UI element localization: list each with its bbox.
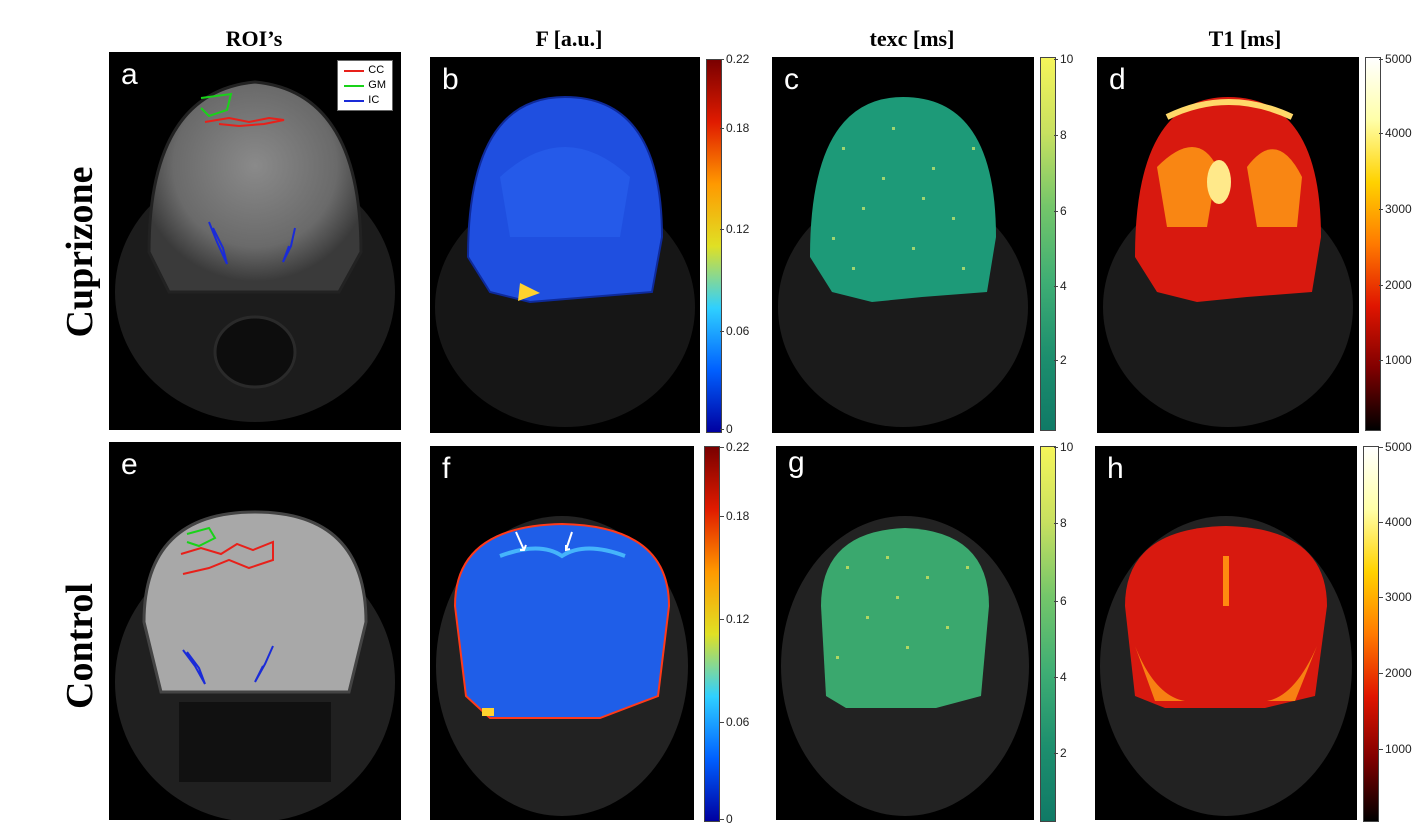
- colorbar-ticks-texc-bottom: 10 8 6 4 2: [1053, 440, 1100, 820]
- tick-label: 6: [1054, 204, 1067, 218]
- panel-label-a: a: [121, 58, 138, 91]
- tick-label: 0.22: [719, 440, 750, 454]
- t1-map-image: [1103, 97, 1353, 427]
- roi-gm-contour: [186, 526, 217, 548]
- legend-label-cc: CC: [368, 64, 385, 76]
- panel-label-d: d: [1109, 63, 1126, 96]
- colorbar-f-bottom: [704, 446, 720, 822]
- legend-item-ic: IC: [344, 93, 386, 108]
- tick-label: 0.18: [719, 121, 750, 135]
- panel-label-h: h: [1107, 452, 1124, 485]
- panel-label-e: e: [121, 448, 138, 481]
- tick-label: 0.18: [719, 509, 750, 523]
- legend-item-gm: GM: [344, 78, 386, 93]
- tick-label: 0.12: [719, 612, 750, 626]
- legend-swatch-gm: [344, 84, 365, 87]
- colorbar-ticks-f-top: 0.22 0.18 0.12 0.06 0: [719, 52, 776, 436]
- f-map-image: [436, 516, 688, 816]
- roi-legend: CC GM IC: [337, 60, 393, 111]
- panel-f-f-map-control: f: [430, 446, 694, 820]
- t1-map-image: [1100, 516, 1352, 816]
- panel-label-c: c: [784, 63, 799, 96]
- tick-label: 5000: [1379, 52, 1412, 66]
- tick-label: 3000: [1379, 590, 1412, 604]
- texc-map-image: [781, 516, 1029, 816]
- arrow-icon: [565, 531, 573, 552]
- tick-label: 0: [720, 812, 733, 826]
- tick-label: 2: [1054, 353, 1067, 367]
- panel-label-b: b: [442, 63, 459, 96]
- panel-c-texc-map-cuprizone: c: [772, 57, 1034, 433]
- tick-label: 1000: [1379, 353, 1412, 367]
- tick-label: 10: [1053, 52, 1074, 66]
- arrow-icon: [515, 531, 527, 551]
- tick-label: 4000: [1379, 515, 1412, 529]
- tick-label: 4: [1054, 670, 1067, 684]
- column-title-texc: texc [ms]: [869, 26, 955, 51]
- texc-map-image: [778, 97, 1028, 427]
- panel-b-f-map-cuprizone: b: [430, 57, 700, 433]
- tick-label: 0.06: [719, 715, 750, 729]
- roi-ic-right-contour: [254, 645, 274, 683]
- colorbar-t1-top: [1365, 57, 1381, 431]
- tick-label: 6: [1054, 594, 1067, 608]
- tick-label: 2000: [1379, 278, 1412, 292]
- roi-cc-contour: [204, 116, 285, 128]
- panel-label-f: f: [442, 452, 451, 485]
- colorbar-ticks-t1-bottom: 5000 4000 3000 2000 1000: [1379, 440, 1418, 820]
- tick-label: 8: [1054, 128, 1067, 142]
- tick-label: 4000: [1379, 126, 1412, 140]
- tick-label: 0.06: [719, 324, 750, 338]
- colorbar-texc-top: [1040, 57, 1056, 431]
- roi-ic-left-contour: [208, 221, 228, 265]
- roi-gm-contour: [200, 92, 233, 118]
- tick-label: 2: [1054, 746, 1067, 760]
- mri-grayscale-image: [115, 80, 395, 422]
- tick-label: 0: [720, 422, 733, 436]
- roi-ic-right-contour: [282, 227, 296, 263]
- tick-label: 4: [1054, 279, 1067, 293]
- colorbar-texc-bottom: [1040, 446, 1056, 822]
- colorbar-t1-bottom: [1363, 446, 1379, 822]
- tick-label: 5000: [1379, 440, 1412, 454]
- panel-h-t1-map-control: h: [1095, 446, 1357, 820]
- tick-label: 8: [1054, 516, 1067, 530]
- legend-swatch-cc: [344, 69, 365, 72]
- column-title-t1: T1 [ms]: [1208, 26, 1282, 51]
- column-title-roi: ROI’s: [225, 26, 283, 51]
- tick-label: 10: [1053, 440, 1074, 454]
- panel-e-roi-control: e: [109, 442, 401, 820]
- tick-label: 0.22: [719, 52, 750, 66]
- colorbar-ticks-texc-top: 10 8 6 4 2: [1053, 52, 1100, 432]
- tick-label: 0.12: [719, 222, 750, 236]
- panel-g-texc-map-control: g: [776, 446, 1034, 820]
- roi-cc-contour: [180, 540, 274, 575]
- legend-label-ic: IC: [368, 94, 380, 106]
- tick-label: 2000: [1379, 666, 1412, 680]
- roi-ic-left-contour: [182, 649, 206, 685]
- panel-label-g: g: [788, 446, 805, 479]
- row-title-control: Control: [59, 583, 101, 709]
- mri-grayscale-image: [115, 510, 395, 820]
- tick-label: 1000: [1379, 742, 1412, 756]
- panel-d-t1-map-cuprizone: d: [1097, 57, 1359, 433]
- colorbar-ticks-t1-top: 5000 4000 3000 2000 1000: [1379, 52, 1418, 432]
- legend-swatch-ic: [344, 99, 365, 102]
- panel-a-roi-cuprizone: a CC GM IC: [109, 52, 401, 430]
- colorbar-f-top: [706, 59, 722, 433]
- colorbar-ticks-f-bottom: 0.22 0.18 0.12 0.06 0: [719, 440, 776, 826]
- legend-label-gm: GM: [368, 79, 386, 91]
- column-title-f: F [a.u.]: [535, 26, 603, 51]
- row-title-cuprizone: Cuprizone: [59, 166, 101, 338]
- legend-item-cc: CC: [344, 63, 386, 78]
- f-map-image: [435, 95, 695, 427]
- tick-label: 3000: [1379, 202, 1412, 216]
